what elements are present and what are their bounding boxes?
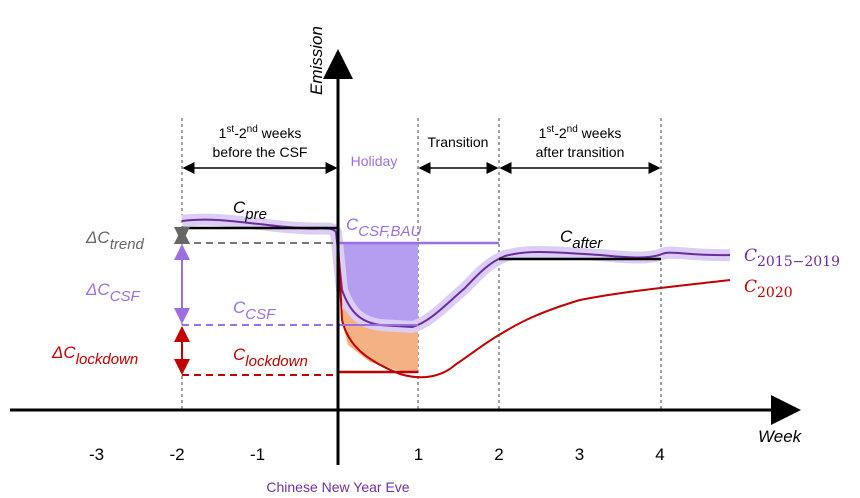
x-tick-label: 3 [575,445,584,464]
x-label: Week [758,427,803,446]
curve-2020 [337,239,731,379]
x-tick-label: -1 [250,445,265,464]
transition-label: Transition [428,134,489,150]
baseline-label: C2015−2019 [744,246,840,270]
csf-bau-label: CCSF,BAU [346,215,422,240]
before-label-2: before the CSF [213,144,308,160]
x-tick-label: 2 [494,445,503,464]
lockdown-area [341,300,418,372]
lockdown-delta: ΔClockdown [51,343,138,368]
lockdown-label: Clockdown [233,345,308,370]
trend-delta: ΔCtrend [85,228,145,253]
ticks: -3 -2 -1 1 2 3 4 [89,445,665,464]
after-level-label: Cafter [560,227,603,252]
curve-2020-label: C2020 [744,277,793,301]
y-label: Emission [307,26,326,95]
x-tick-label: 4 [655,445,664,464]
x-tick-label: 1 [414,445,423,464]
x-tick-label: -2 [169,445,184,464]
pre-label: Cpre [233,198,267,223]
x-tick-label: -3 [89,445,104,464]
after-label-2: after transition [536,144,625,160]
holiday-label: Holiday [351,153,398,169]
csf-delta: ΔCCSF [85,280,141,305]
csf-label: CCSF [233,298,276,323]
csf-area [338,243,418,327]
before-label: 1st-2nd weeks [219,124,302,141]
event-label: Chinese New Year Eve [266,479,409,495]
after-label: 1st-2nd weeks [539,124,622,141]
